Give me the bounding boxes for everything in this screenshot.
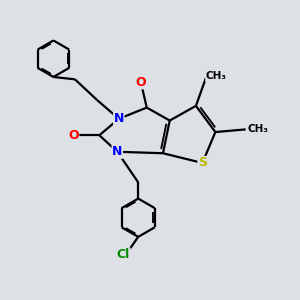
Text: Cl: Cl bbox=[117, 248, 130, 261]
Text: N: N bbox=[112, 145, 122, 158]
Text: S: S bbox=[198, 157, 207, 169]
Text: O: O bbox=[136, 76, 146, 89]
Text: N: N bbox=[114, 112, 124, 125]
Text: CH₃: CH₃ bbox=[206, 71, 227, 81]
Text: CH₃: CH₃ bbox=[248, 124, 268, 134]
Text: O: O bbox=[68, 129, 79, 142]
